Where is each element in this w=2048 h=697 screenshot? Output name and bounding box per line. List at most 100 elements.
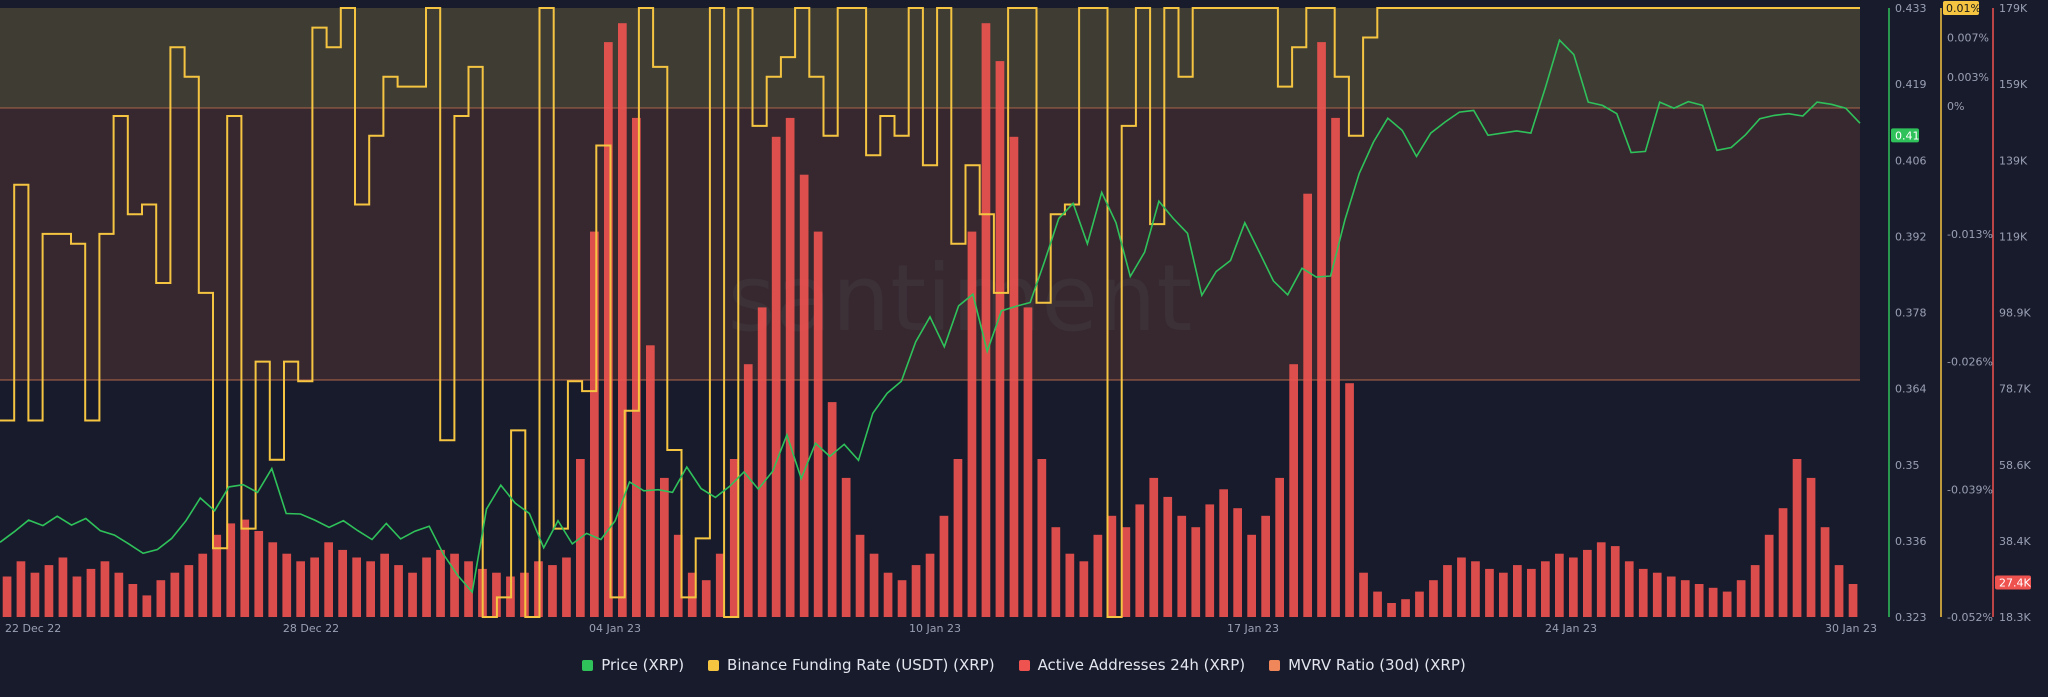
funding-tick-label: 0.01% [1946,2,1981,15]
funding-rate-line [0,7,1860,618]
active-addresses-bar [338,549,347,617]
legend-item-funding-rate[interactable]: Binance Funding Rate (USDT) (XRP) [708,656,995,674]
active-addresses-bar [673,534,683,617]
active-addresses-bar [1205,504,1215,617]
legend-label-price: Price (XRP) [601,656,685,674]
price-tick-label: 0.406 [1895,154,1927,167]
active-addresses-bar [198,553,208,617]
legend-item-active-addresses[interactable]: Active Addresses 24h (XRP) [1018,656,1246,674]
active-addresses-bar [729,459,739,617]
legend-swatch-price [582,659,594,671]
active-addresses-bar [1065,553,1075,617]
active-addresses-bar [380,553,389,617]
active-addresses-bar [799,174,809,617]
active-addresses-bar [1457,557,1466,617]
active-addresses-tick-label: 38.4K [1999,535,2031,548]
legend-label-active-addresses: Active Addresses 24h (XRP) [1037,656,1246,674]
active-addresses-bar [1485,568,1494,617]
active-addresses-bar [1009,136,1019,618]
active-addresses-bar [282,553,292,617]
active-addresses-bar [422,557,431,617]
price-tick-label: 0.433 [1895,2,1927,15]
active-addresses-bar [1373,591,1382,617]
active-addresses-bar [1247,534,1256,617]
active-addresses-bar [632,117,641,618]
active-addresses-bar [44,565,54,617]
active-addresses-bar [1834,565,1844,617]
active-addresses-bar [855,534,865,617]
active-addresses-bar [450,553,459,617]
active-addresses-bar [1610,546,1620,617]
active-addresses-bar [1177,515,1187,617]
active-addresses-bar [841,477,851,617]
legend-item-price[interactable]: Price (XRP) [582,656,684,674]
legend-swatch-funding-rate [708,659,720,671]
funding-tick-label: 0.003% [1947,71,1989,84]
active-addresses-bar [2,576,12,617]
funding-tick-label: 0% [1947,100,1964,113]
price-tick-label: 0.35 [1895,459,1920,472]
active-addresses-bar [1555,553,1564,617]
active-addresses-bar [1163,496,1173,617]
price-tick-label: 0.323 [1895,611,1927,624]
active-addresses-bar [785,117,795,618]
active-addresses-bar [156,580,166,617]
active-addresses-bar [1289,364,1298,617]
active-addresses-bar [1792,459,1802,617]
active-addresses-bar [618,23,627,617]
active-addresses-bar [1764,534,1774,617]
active-addresses-bar [1652,572,1662,617]
active-addresses-bar [604,42,613,618]
active-addresses-bar [1750,565,1760,617]
active-addresses-bar [1401,599,1410,617]
active-addresses-bar [1596,542,1606,617]
price-tick-label: 0.336 [1895,535,1927,548]
mvrv-band-upper [0,8,1860,108]
active-addresses-tick-label: 58.6K [1999,459,2031,472]
x-tick-label: 17 Jan 23 [1227,622,1279,635]
active-addresses-bar [1443,565,1452,617]
active-addresses-bar [1736,580,1746,617]
active-addresses-bar [953,459,963,617]
active-addresses-bar [1624,561,1634,617]
active-addresses-bar [911,565,921,617]
x-tick-label: 22 Dec 22 [5,622,61,635]
active-addresses-bar [827,402,837,617]
active-addresses-bar [590,231,599,617]
price-current-badge [1891,128,1919,143]
active-addresses-bar [925,553,935,617]
active-addresses-bar [1680,580,1690,617]
legend-swatch-active-addresses [1018,659,1030,671]
active-addresses-tick-label: 139K [1999,154,2028,167]
active-addresses-tick-label: 159K [1999,78,2028,91]
active-addresses-current-label: 27.4K [1999,577,2031,590]
active-addresses-bar [170,572,180,617]
x-tick-label: 04 Jan 23 [589,622,641,635]
funding-tick-label: -0.013% [1947,228,1993,241]
active-addresses-bar [1708,587,1718,617]
price-line [0,38,1861,594]
price-tick-label: 0.378 [1895,307,1927,320]
active-addresses-bar [869,553,879,617]
active-addresses-bar [464,561,473,617]
active-addresses-bar [897,580,907,617]
active-addresses-bar [757,307,767,617]
active-addresses-bar [1513,565,1522,617]
active-addresses-bar [1345,383,1354,617]
active-addresses-bar [184,565,194,617]
active-addresses-bar [1359,572,1368,617]
active-addresses-bar [296,561,305,617]
active-addresses-bar [534,561,543,617]
active-addresses-bar [310,557,319,617]
active-addresses-tick-label: 179K [1999,2,2028,15]
active-addresses-bar [352,557,361,617]
active-addresses-bar [1079,561,1089,617]
active-addresses-bar [240,519,250,617]
legend-item-mvrv[interactable]: MVRV Ratio (30d) (XRP) [1269,656,1466,674]
active-addresses-bar [1191,527,1201,617]
active-addresses-bar [562,557,571,617]
active-addresses-bar [1471,561,1480,617]
active-addresses-bar [813,231,823,617]
active-addresses-bar [939,515,949,617]
